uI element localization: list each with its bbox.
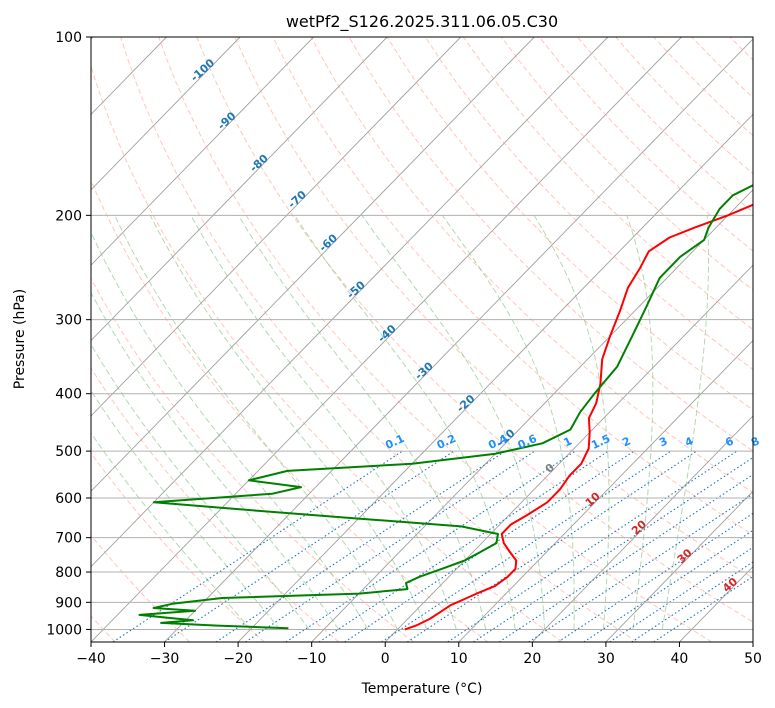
dry-adiabat-line (310, 37, 753, 494)
y-tick-label: 300 (55, 313, 82, 329)
mixing-ratio-line (245, 450, 536, 642)
dry-adiabat-line (91, 277, 414, 642)
moist-adiabat-line (361, 215, 546, 630)
plot-frame (90, 36, 754, 643)
mixing-ratio-line (498, 473, 753, 642)
x-axis: −40 −30 −20 −10 0 10 20 30 40 50 (76, 642, 762, 667)
isotherm-line (311, 189, 753, 642)
x-tick-label: −40 (76, 651, 106, 667)
isotherm-line (91, 37, 388, 342)
mixing-ratio-line (557, 512, 753, 642)
dry-adiabat-line (120, 37, 638, 642)
isotherm-line (164, 38, 753, 642)
dry-adiabat-line (91, 64, 563, 642)
x-tick-label: 0 (381, 651, 390, 667)
dry-adiabat-line (501, 37, 753, 291)
chart-title: wetPf2_S126.2025.311.06.05.C30 (286, 12, 558, 32)
x-tick-label: −20 (223, 651, 253, 667)
mixing-ratio-line (406, 450, 697, 642)
mixing-ratio-line (318, 450, 609, 642)
y-tick-label: 900 (55, 595, 82, 611)
dry-adiabat-line (91, 534, 191, 642)
x-axis-label: Temperature (°C) (361, 681, 483, 697)
isotherm-line (91, 37, 682, 642)
sounding-series (138, 184, 753, 631)
plot-background (91, 37, 753, 642)
isotherm-line (237, 113, 753, 642)
y-tick-label: 400 (55, 387, 82, 403)
moist-adiabat-line (661, 215, 710, 630)
isotherm-line (752, 641, 753, 642)
isotherm-line (532, 415, 753, 642)
dry-adiabat-line (768, 37, 775, 642)
y-tick-label: 200 (55, 208, 82, 224)
dry-adiabat-line (158, 37, 713, 642)
y-tick-label: 500 (55, 444, 82, 460)
mixing-ratio-line (473, 456, 753, 642)
isotherm-line (384, 264, 753, 642)
isotherm-line (91, 37, 609, 568)
dry-adiabat-line (462, 37, 753, 331)
isotherm-line (458, 339, 753, 642)
x-tick-label: 40 (671, 651, 689, 667)
mixing-ratio-line (381, 450, 672, 642)
x-tick-label: 30 (597, 651, 615, 667)
mixing-ratio-line (112, 450, 403, 642)
mixing-ratio-line (583, 529, 753, 642)
isotherm-line (91, 37, 535, 492)
x-tick-label: −30 (150, 651, 180, 667)
dry-adiabat-line (234, 37, 753, 579)
mixing-ratio-line (528, 493, 753, 642)
y-tick-label: 600 (55, 491, 82, 507)
dewpoint-series-line (138, 184, 753, 630)
background-lines (91, 37, 775, 642)
mixing-ratio-line (215, 450, 506, 642)
x-tick-label: 20 (523, 651, 541, 667)
moist-adiabat-line (91, 343, 310, 630)
temperature-series-line (404, 203, 753, 631)
y-tick-label: 700 (55, 531, 82, 547)
isotherm-line (91, 37, 462, 417)
y-tick-label: 100 (55, 30, 82, 46)
dry-adiabat-line (386, 37, 753, 411)
y-tick-label: 1000 (46, 622, 82, 638)
moist-adiabat-line (149, 215, 428, 630)
y-axis-label: Pressure (hPa) (12, 289, 28, 389)
isotherm-line (91, 37, 241, 191)
isotherm-line (91, 37, 314, 266)
x-tick-label: −10 (297, 651, 327, 667)
y-axis: 100 200 300 400 500 600 700 800 900 1000 (46, 30, 91, 638)
x-tick-label: 50 (744, 651, 762, 667)
isotherm-line (605, 490, 753, 642)
dry-adiabat-line (91, 367, 340, 642)
moist-adiabat-line (626, 215, 654, 630)
moist-adiabat-line (91, 432, 251, 630)
mixing-ratio-line (447, 450, 738, 642)
y-tick-label: 800 (55, 565, 82, 581)
mixing-ratio-line (285, 450, 576, 642)
x-tick-label: 10 (450, 651, 468, 667)
mixing-ratio-line (164, 450, 455, 642)
